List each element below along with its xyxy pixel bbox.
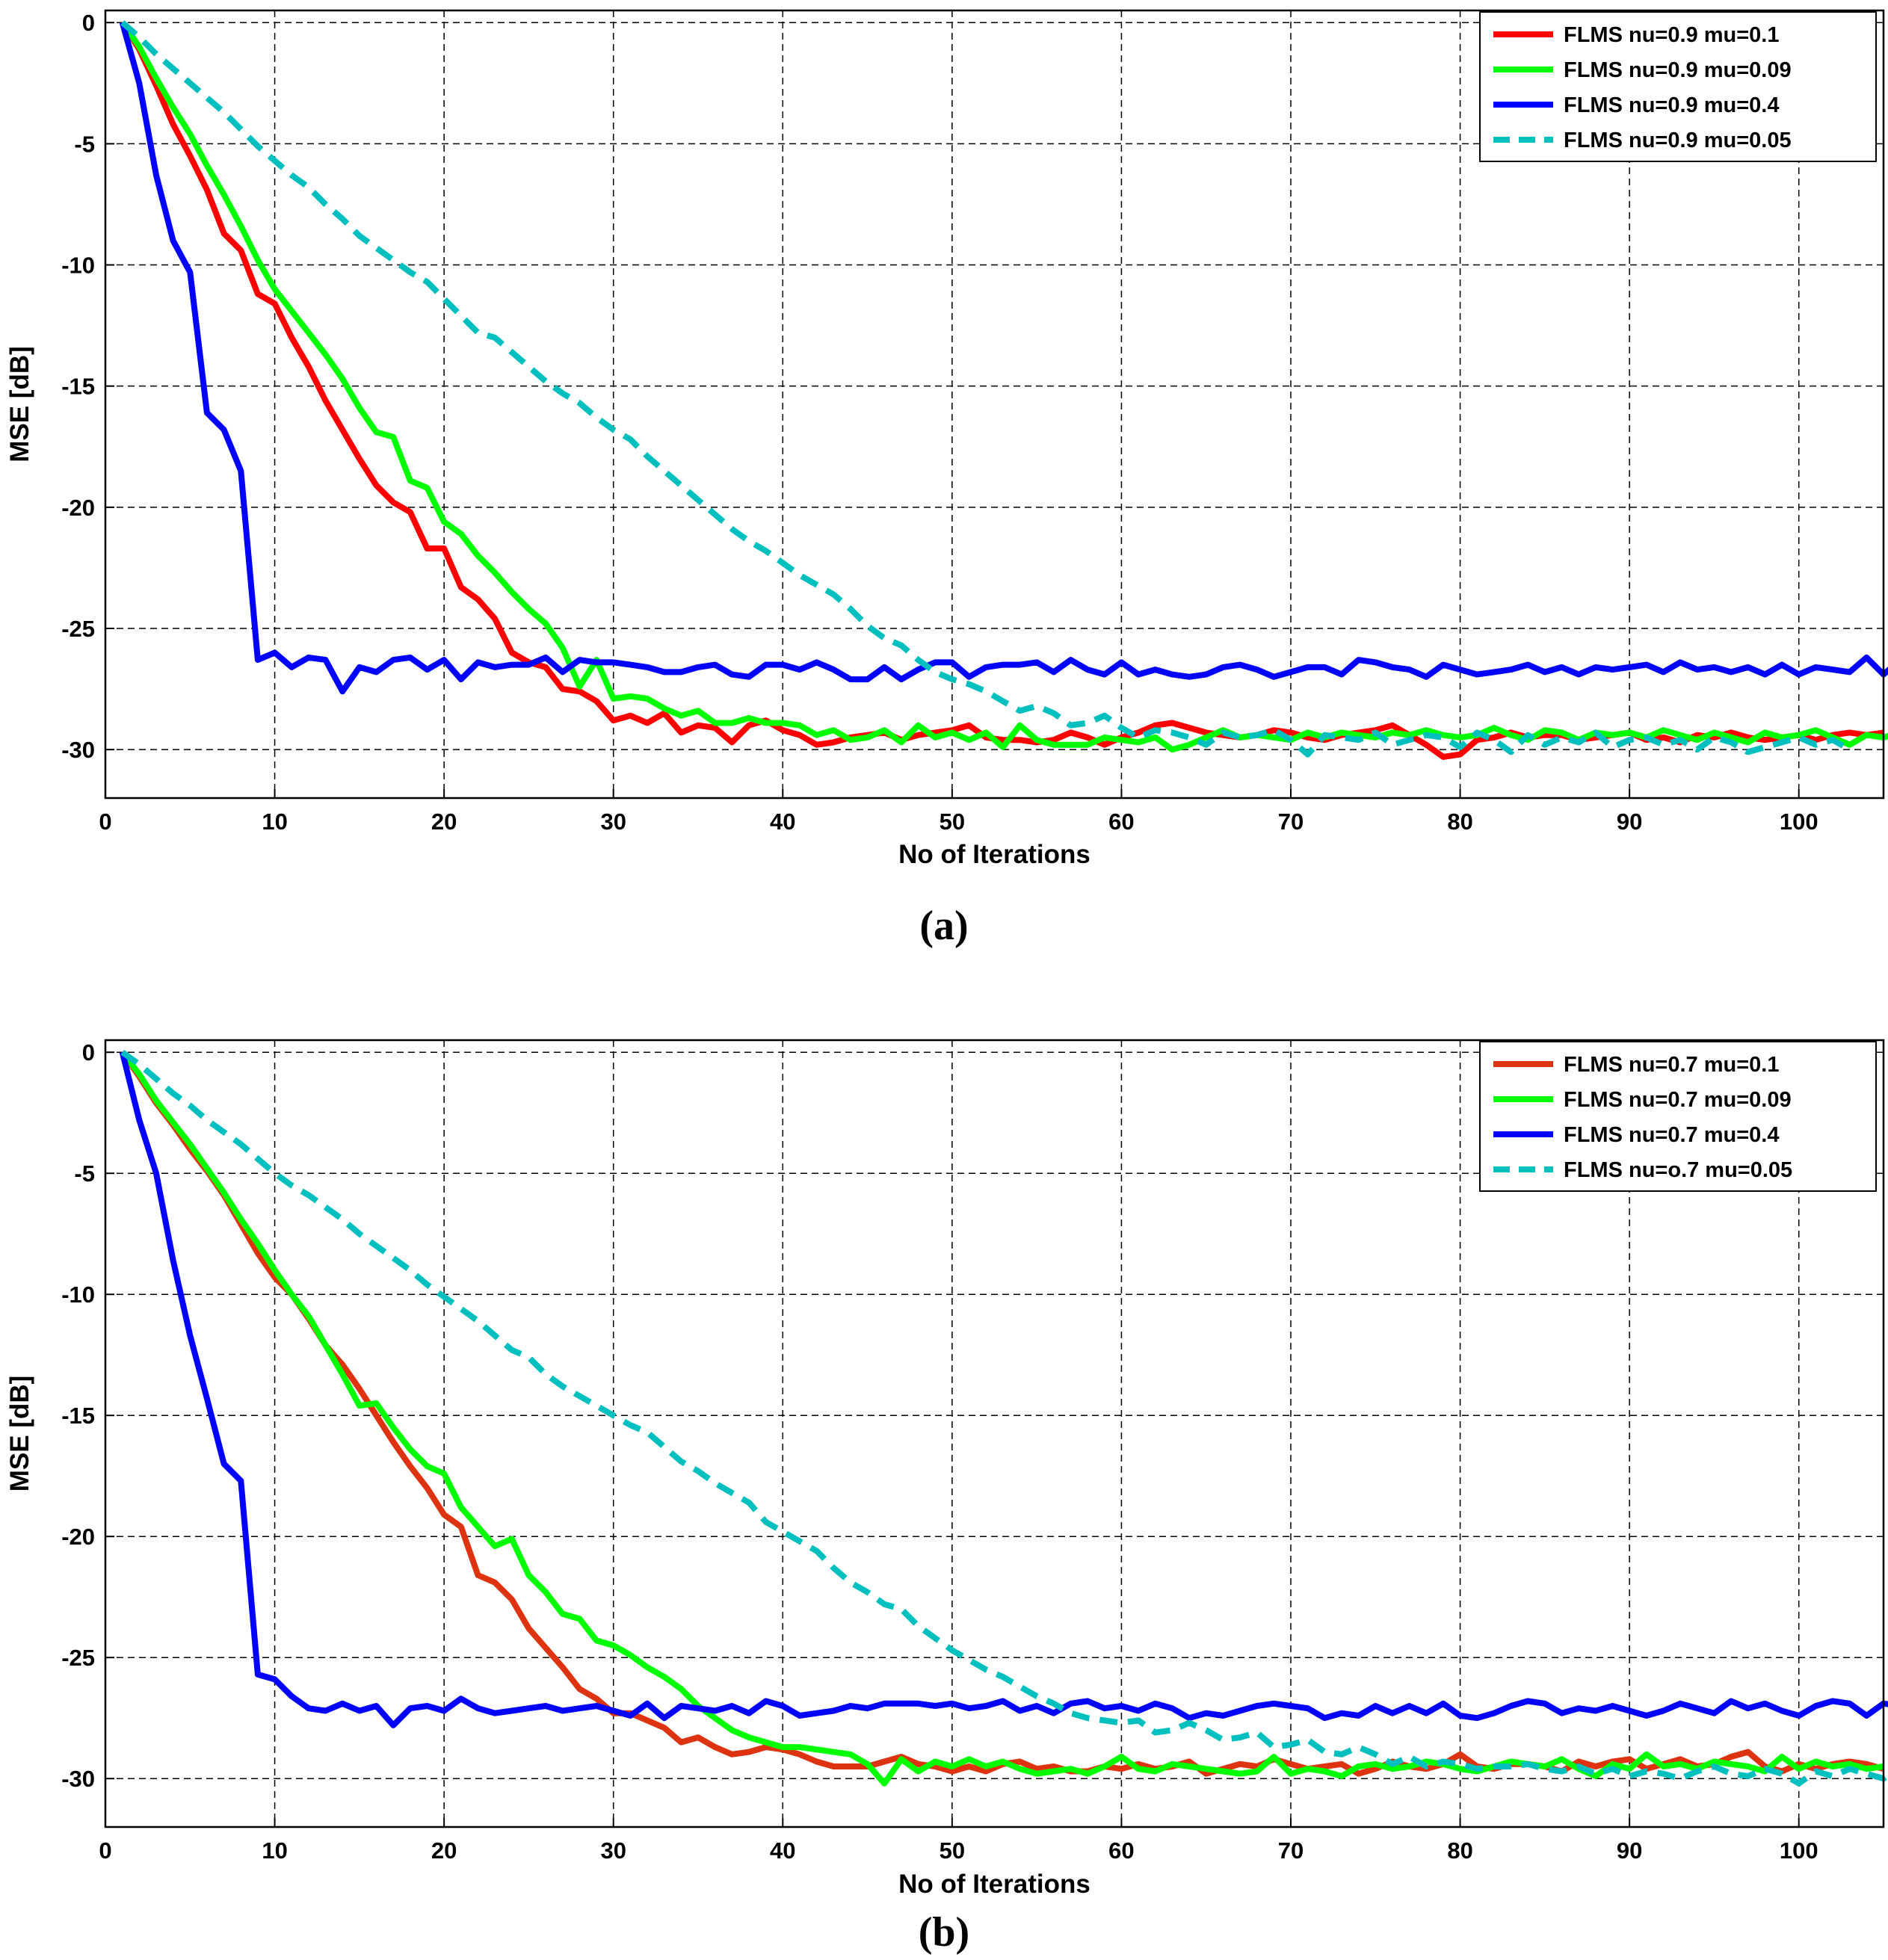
y-tick-label: 0	[82, 1039, 95, 1066]
y-axis-label: MSE [dB]	[5, 346, 34, 463]
legend: FLMS nu=0.7 mu=0.1 FLMS nu=0.7 mu=0.09 FLM…	[1479, 1041, 1877, 1192]
caption-a: (a)	[919, 903, 968, 949]
x-axis-label: No of Iterations	[898, 1870, 1090, 1899]
x-tick-label: 100	[1780, 809, 1818, 835]
x-tick-label: 20	[431, 1837, 457, 1864]
plot-frame	[104, 9, 1885, 800]
x-tick-label: 80	[1447, 809, 1472, 835]
x-tick-label: 50	[940, 1837, 965, 1864]
x-tick-label: 20	[431, 809, 457, 835]
x-tick-label: 30	[600, 809, 626, 835]
x-tick-label: 30	[600, 1837, 626, 1864]
x-tick-label: 60	[1108, 1837, 1134, 1864]
y-tick-label: -25	[61, 1645, 95, 1671]
x-tick-label: 100	[1780, 1837, 1818, 1864]
x-tick-label: 0	[99, 809, 111, 835]
y-tick-label: -5	[74, 131, 95, 157]
legend-label-2: FLMS nu=0.7 mu=0.09	[1564, 1088, 1792, 1112]
x-tick-label: 40	[770, 809, 795, 835]
legend-label-4: FLMS nu=0.9 mu=0.05	[1564, 129, 1792, 152]
series-line-4	[120, 20, 1851, 758]
legend-label-1: FLMS nu=0.7 mu=0.1	[1564, 1053, 1779, 1077]
y-tick-label: -10	[61, 1282, 95, 1308]
x-tick-label: 90	[1617, 809, 1642, 835]
panel-b: (b) 0 10 20 30 40 50 60 70 80 90 100 0 -5 -10 -15 -20 -2…	[5, 1039, 1888, 1956]
y-tick-label: -15	[61, 1403, 95, 1429]
y-axis-label: MSE [dB]	[5, 1376, 34, 1492]
legend-label-3: FLMS nu=0.7 mu=0.4	[1564, 1123, 1779, 1147]
legend-label-1: FLMS nu=0.9 mu=0.1	[1564, 23, 1779, 47]
series-line-2	[120, 20, 1888, 753]
x-tick-label: 80	[1447, 1837, 1472, 1864]
y-tick-label: -15	[61, 374, 95, 400]
y-tick-label: -20	[61, 495, 95, 521]
legend-label-2: FLMS nu=0.9 mu=0.09	[1564, 58, 1792, 82]
y-tick-label: -25	[61, 616, 95, 642]
y-tick-label: -30	[61, 1766, 95, 1792]
x-tick-label: 40	[770, 1837, 795, 1864]
panel-a: (a) 0 10 20 30 40 50 60 70 80 90 100 0 -5 -10 -15 -20 -2…	[5, 9, 1888, 949]
x-tick-label: 90	[1617, 1837, 1642, 1864]
x-tick-label: 50	[940, 809, 965, 835]
plot-frame	[104, 1039, 1885, 1828]
legend-label-4: FLMS nu=o.7 mu=0.05	[1564, 1158, 1792, 1182]
y-tick-label: -5	[74, 1160, 95, 1187]
x-tick-label: 10	[262, 809, 287, 835]
x-tick-label: 60	[1108, 809, 1134, 835]
y-tick-label: -30	[61, 737, 95, 763]
series-line-3	[119, 22, 1888, 695]
x-tick-label: 70	[1278, 809, 1304, 835]
legend-label-3: FLMS nu=0.9 mu=0.4	[1564, 93, 1779, 117]
x-tick-label: 0	[99, 1837, 111, 1864]
y-tick-label: -10	[61, 253, 95, 279]
series-line-4	[120, 1049, 1888, 1787]
series-line-3	[119, 1051, 1888, 1728]
y-tick-label: -20	[61, 1524, 95, 1550]
x-tick-label: 10	[262, 1837, 287, 1864]
caption-b: (b)	[919, 1909, 969, 1956]
x-axis-label: No of Iterations	[898, 840, 1090, 869]
legend: FLMS nu=0.9 mu=0.1 FLMS nu=0.9 mu=0.09 FLM…	[1479, 11, 1877, 162]
y-tick-label: 0	[82, 10, 95, 36]
x-tick-label: 70	[1278, 1837, 1304, 1864]
